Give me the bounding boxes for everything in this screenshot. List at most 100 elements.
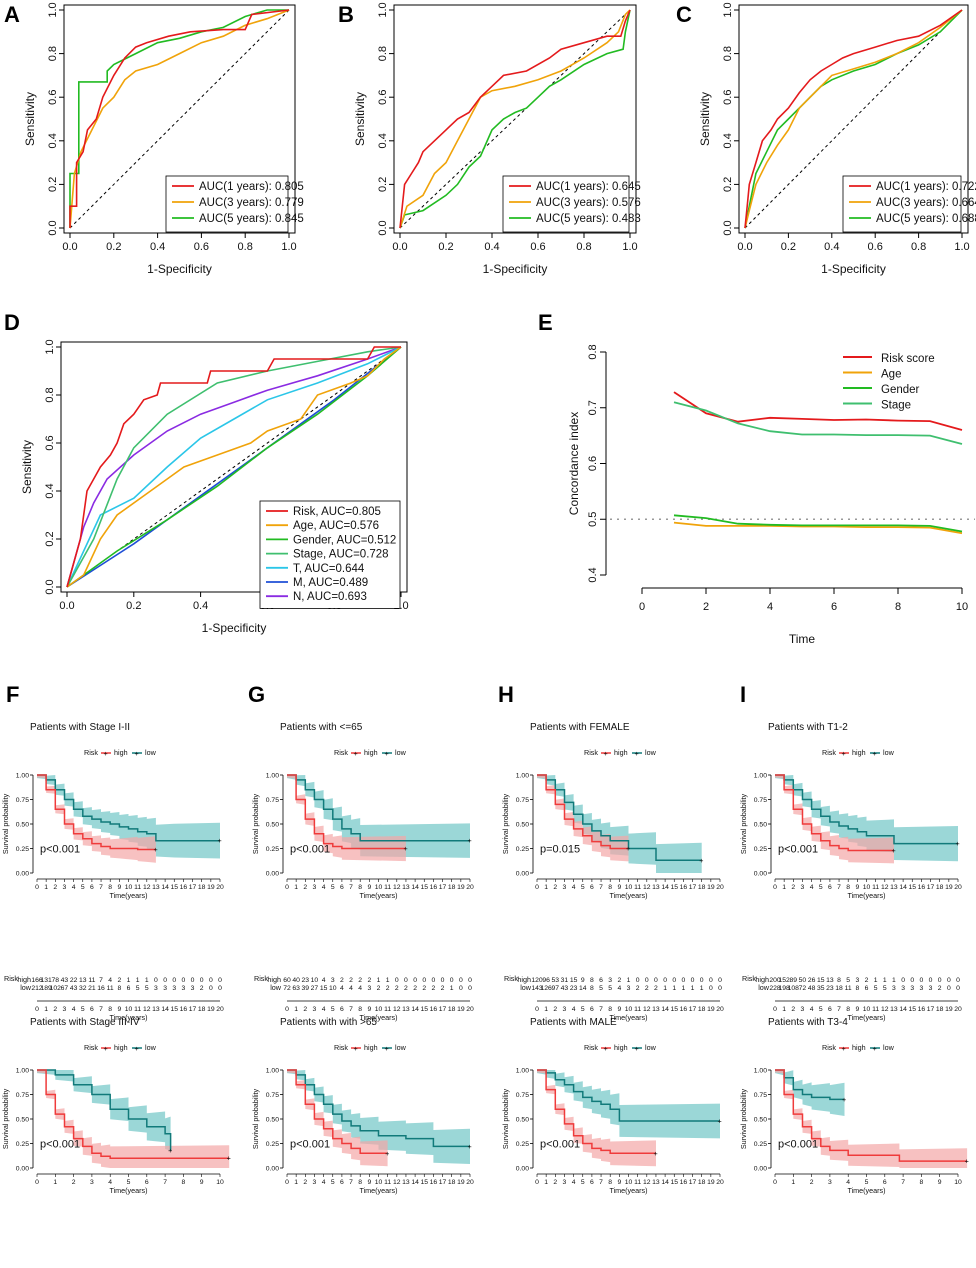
- risk-low-count: 0: [947, 985, 951, 992]
- y-tick-label: 0.00: [16, 1165, 29, 1172]
- risk-x-tick-label: 6: [90, 1006, 94, 1013]
- low-risk-confidence-band: [287, 1070, 470, 1164]
- x-tick-label: 8: [358, 1179, 362, 1186]
- x-tick-label: 6: [590, 1179, 594, 1186]
- risk-x-tick-label: 15: [170, 1006, 178, 1013]
- risk-low-count: 67: [61, 985, 69, 992]
- y-tick-label: 0.0: [722, 220, 734, 235]
- risk-x-tick-label: 12: [881, 1006, 889, 1013]
- risk-x-tick-label: 16: [180, 1006, 188, 1013]
- diagonal-reference-line: [399, 9, 631, 229]
- km-title: Patients with with >65: [280, 1017, 377, 1028]
- high-censor-mark: +: [891, 846, 895, 855]
- risk-x-tick-label: 5: [819, 1006, 823, 1013]
- risk-high-count: 120: [531, 977, 543, 984]
- x-tick-label: 10: [625, 884, 633, 891]
- roc-curve-auc: [399, 9, 631, 229]
- risk-x-tick-label: 9: [117, 1006, 121, 1013]
- panel-letter-a: A: [4, 2, 20, 27]
- legend-high-label: high: [364, 748, 378, 757]
- x-tick-label: 3: [563, 884, 567, 891]
- y-tick-label: 0.8: [47, 46, 59, 61]
- risk-high-count: 0: [404, 977, 408, 984]
- roc-panel-a: 0.00.0 0.2 0.2 0.4 0.4 0.6 0.6 0.8 0.8 1.0 1.0 1-Sp…: [23, 2, 304, 276]
- y-tick-label: 0.50: [516, 1116, 529, 1123]
- roc-curve-stage: [66, 346, 402, 588]
- km-title: Patients with Stage I-II: [30, 722, 130, 733]
- x-tick-label: 14: [899, 884, 907, 891]
- legend-high-label: high: [364, 1043, 378, 1052]
- x-tick-label: 0: [535, 884, 539, 891]
- y-tick-label: 1.00: [16, 772, 29, 779]
- risk-high-count: 0: [154, 977, 158, 984]
- y-tick-label: 0.25: [516, 846, 529, 853]
- x-tick-label: 6: [340, 1179, 344, 1186]
- x-tick-label: 2: [553, 1179, 557, 1186]
- legend-high-mark: +: [104, 1044, 108, 1053]
- risk-low-count: 3: [163, 985, 167, 992]
- high-risk-confidence-band: [37, 775, 156, 863]
- roc-curve-t: [66, 346, 402, 588]
- risk-x-tick-label: 18: [936, 1006, 944, 1013]
- x-tick-label: 20: [716, 884, 724, 891]
- risk-x-tick-label: 14: [899, 1006, 907, 1013]
- km-title: Patients with <=65: [280, 722, 363, 733]
- x-axis-label: Time(years): [109, 891, 147, 900]
- x-tick-label: 18: [698, 1179, 706, 1186]
- y-tick-label: 0.50: [754, 821, 767, 828]
- risk-high-count: 9: [581, 977, 585, 984]
- risk-high-count: 15: [570, 977, 578, 984]
- legend-risk-label: Risk: [822, 1043, 836, 1052]
- p-value-label: p<0.001: [40, 1139, 80, 1151]
- risk-high-count: 0: [191, 977, 195, 984]
- risk-low-count: 1: [663, 985, 667, 992]
- y-axis-label: Sensitivity: [20, 440, 34, 494]
- risk-high-count: 2: [117, 977, 121, 984]
- y-tick-label: 0.6: [47, 90, 59, 105]
- risk-high-count: 3: [608, 977, 612, 984]
- km-panel-f2: Patients with Stage III-IV Risk + high + low 0…: [1, 1017, 231, 1195]
- x-tick-label: 2: [791, 884, 795, 891]
- x-tick-label: 6: [831, 601, 837, 613]
- x-tick-label: 5: [127, 1179, 131, 1186]
- risk-low-count: 5: [136, 985, 140, 992]
- risk-high-count: 0: [682, 977, 686, 984]
- x-tick-label: 19: [707, 1179, 715, 1186]
- x-tick-label: 3: [313, 1179, 317, 1186]
- risk-high-row-label: high: [755, 975, 769, 984]
- low-censor-mark: +: [168, 1146, 172, 1155]
- y-tick-label: 0.6: [44, 435, 56, 450]
- risk-high-count: 2: [617, 977, 621, 984]
- x-tick-label: 0: [285, 884, 289, 891]
- risk-low-count: 11: [845, 985, 852, 992]
- high-risk-survival-curve: [537, 774, 629, 850]
- risk-high-count: 0: [654, 977, 658, 984]
- legend-label: AUC(1 years): 0.805: [199, 181, 304, 193]
- risk-high-count: 2: [865, 977, 869, 984]
- x-tick-label: 0.0: [59, 600, 74, 612]
- x-tick-label: 8: [846, 884, 850, 891]
- km-panel-g2: Patients with with >65 Risk + high + low 0.00 0…: [251, 1017, 474, 1195]
- risk-x-tick-label: 10: [375, 1006, 383, 1013]
- y-tick-label: 0.4: [47, 133, 59, 148]
- risk-x-axis-label: Time(years): [847, 1013, 885, 1022]
- x-tick-label: 0.0: [392, 241, 407, 253]
- x-tick-label: 17: [689, 1179, 697, 1186]
- x-tick-label: 4: [572, 884, 576, 891]
- risk-low-count: 8: [117, 985, 121, 992]
- legend-low-label: low: [395, 748, 407, 757]
- risk-x-tick-label: 18: [198, 1006, 206, 1013]
- risk-x-tick-label: 5: [81, 1006, 85, 1013]
- risk-low-count: 43: [70, 985, 78, 992]
- high-censor-mark: +: [153, 845, 157, 854]
- legend-label: Gender, AUC=0.512: [293, 534, 396, 546]
- risk-low-count: 0: [468, 985, 472, 992]
- risk-x-tick-label: 11: [872, 1006, 879, 1013]
- risk-high-row-label: high: [17, 975, 31, 984]
- legend-label: Risk, AUC=0.805: [293, 506, 381, 518]
- legend-low-label: low: [883, 748, 895, 757]
- legend-high-mark: +: [604, 749, 608, 758]
- plot-frame: [738, 4, 969, 234]
- risk-x-tick-label: 8: [108, 1006, 112, 1013]
- risk-high-count: 166: [31, 977, 43, 984]
